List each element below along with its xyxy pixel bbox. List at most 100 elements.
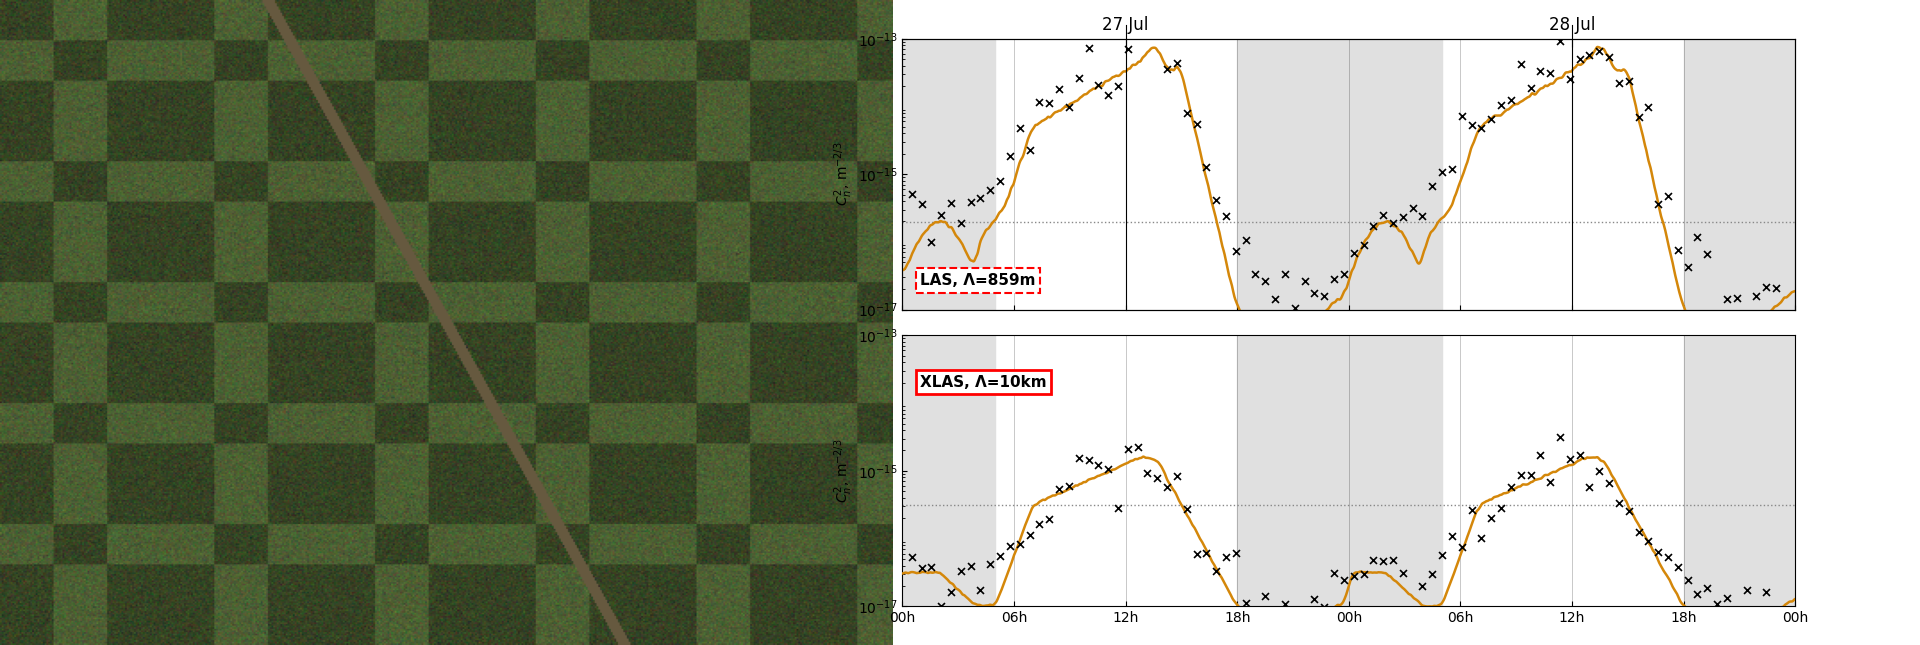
Point <box>966 584 996 595</box>
Point <box>1033 514 1064 524</box>
Point <box>1603 497 1634 508</box>
Point <box>1496 95 1526 105</box>
Point <box>1231 599 1261 609</box>
Point <box>1142 26 1173 37</box>
Point <box>897 189 927 199</box>
Point <box>1288 276 1319 286</box>
Point <box>1770 320 1801 330</box>
Point <box>1565 54 1596 64</box>
Point <box>985 551 1016 562</box>
Text: LAS, Λ=859m: LAS, Λ=859m <box>920 273 1035 288</box>
Point <box>1751 282 1782 292</box>
Point <box>1338 248 1369 258</box>
Point <box>1574 50 1605 60</box>
Point <box>1044 84 1075 94</box>
Point <box>1446 111 1476 121</box>
Point <box>1171 504 1202 515</box>
Point <box>1092 464 1123 475</box>
Point <box>925 601 956 611</box>
Point <box>1486 100 1517 110</box>
Point <box>1212 551 1242 562</box>
Point <box>1732 584 1763 595</box>
Point <box>1123 442 1154 453</box>
Point <box>1594 52 1624 63</box>
Point <box>1692 248 1722 259</box>
Point <box>1102 503 1133 513</box>
Point <box>1467 533 1498 543</box>
Point <box>1672 263 1703 273</box>
Point <box>1476 114 1507 124</box>
Point <box>1653 552 1684 562</box>
Point <box>1663 244 1693 255</box>
Bar <box>1236 335 1442 606</box>
Point <box>1398 203 1428 213</box>
Bar <box>902 39 995 310</box>
Text: XLAS, Λ=10km: XLAS, Λ=10km <box>920 375 1046 390</box>
Point <box>1613 76 1644 86</box>
Point <box>1653 191 1684 201</box>
Point <box>1319 568 1350 578</box>
Point <box>1357 555 1388 565</box>
Point <box>1142 473 1173 483</box>
Point <box>1033 98 1064 108</box>
Point <box>1348 569 1379 579</box>
Point <box>1357 221 1388 231</box>
Point <box>1770 626 1801 637</box>
Point <box>1417 181 1448 191</box>
Point <box>1446 542 1476 552</box>
Point <box>1505 470 1536 480</box>
Point <box>1240 269 1271 279</box>
Point <box>1221 246 1252 256</box>
Point <box>1288 606 1319 616</box>
Point <box>935 198 966 208</box>
Point <box>1054 481 1085 491</box>
Point <box>1102 81 1133 92</box>
Point <box>1467 123 1498 133</box>
Point <box>1613 506 1644 517</box>
Point <box>995 151 1025 161</box>
Point <box>1329 575 1359 585</box>
Point <box>1722 610 1753 620</box>
Point <box>1083 460 1114 470</box>
Point <box>1123 6 1154 17</box>
Point <box>1329 268 1359 279</box>
Point <box>1181 549 1212 559</box>
Bar <box>1236 39 1442 310</box>
Point <box>1711 294 1741 304</box>
Point <box>1162 471 1192 482</box>
Point <box>1565 450 1596 460</box>
Point <box>1761 283 1791 293</box>
Point <box>1112 44 1142 54</box>
Point <box>1711 593 1741 603</box>
Point <box>1622 112 1653 122</box>
Point <box>1309 290 1340 301</box>
Point <box>1476 513 1507 523</box>
Point <box>1741 291 1772 301</box>
Point <box>1486 502 1517 513</box>
Point <box>1741 609 1772 619</box>
Bar <box>1684 39 1795 310</box>
Point <box>945 218 975 228</box>
Point <box>1534 477 1565 487</box>
Point <box>1064 73 1094 83</box>
Point <box>1300 288 1331 299</box>
Point <box>1534 68 1565 78</box>
Point <box>1054 102 1085 112</box>
Point <box>1023 519 1054 529</box>
Point <box>1319 273 1350 284</box>
Y-axis label: $C_n^2$, m$^{-2/3}$: $C_n^2$, m$^{-2/3}$ <box>833 142 854 206</box>
Point <box>1152 64 1183 74</box>
Point <box>945 566 975 577</box>
Point <box>1644 548 1674 558</box>
Point <box>1260 622 1290 633</box>
Point <box>1004 539 1035 550</box>
Point <box>1407 211 1438 221</box>
Point <box>906 562 937 573</box>
Point <box>1073 43 1104 54</box>
Point <box>1634 535 1665 546</box>
Point <box>1594 478 1624 488</box>
Point <box>1083 80 1114 90</box>
Point <box>1348 240 1379 250</box>
Point <box>1505 59 1536 70</box>
Point <box>1212 211 1242 221</box>
